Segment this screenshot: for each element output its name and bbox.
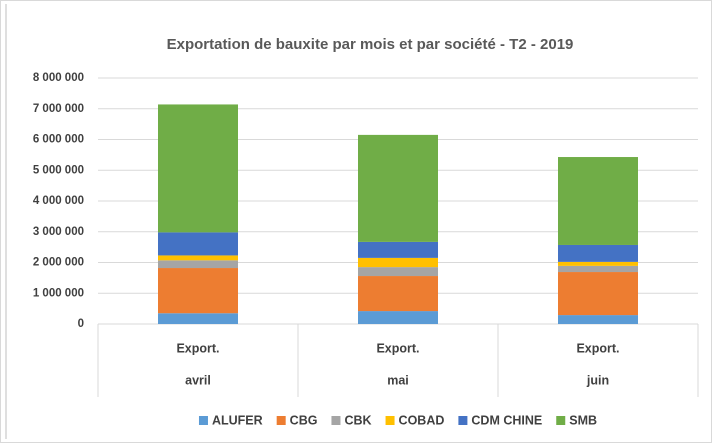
bar-segment — [558, 272, 638, 316]
bar-segment — [158, 104, 238, 233]
bar-segment — [358, 134, 438, 242]
legend-swatch — [385, 416, 395, 425]
x-tick-label: mai — [387, 373, 409, 387]
legend-label: SMB — [569, 413, 597, 427]
legend-label: COBAD — [399, 413, 445, 427]
bar-segment — [558, 157, 638, 245]
bar-segment — [358, 276, 438, 312]
bar-segment — [158, 313, 238, 324]
bar-segment — [358, 241, 438, 258]
x-tick-label: avril — [185, 373, 211, 387]
bar-segment — [158, 268, 238, 314]
legend-swatch — [458, 416, 468, 425]
y-tick-label: 4 000 000 — [33, 195, 84, 207]
bar-segment — [558, 244, 638, 262]
y-tick-label: 7 000 000 — [33, 103, 84, 115]
y-tick-label: 5 000 000 — [33, 164, 84, 176]
legend-swatch — [556, 416, 566, 425]
legend-label: CDM CHINE — [471, 413, 542, 427]
bar-segment — [358, 311, 438, 324]
bar-segment — [358, 257, 438, 268]
bar-segment — [158, 255, 238, 261]
legend-swatch — [276, 416, 286, 425]
bar-segment — [558, 261, 638, 266]
bar-segment — [558, 315, 638, 324]
y-tick-label: 3 000 000 — [33, 226, 84, 238]
y-tick-label: 1 000 000 — [33, 287, 84, 299]
legend-swatch — [198, 416, 208, 425]
y-tick-label: 0 — [78, 318, 84, 330]
x-tick-label: juin — [586, 373, 609, 387]
y-tick-label: 2 000 000 — [33, 257, 84, 269]
x-group-label: Export. — [176, 341, 219, 355]
legend-label: CBG — [290, 413, 318, 427]
y-tick-label: 8 000 000 — [33, 72, 84, 84]
x-group-label: Export. — [576, 341, 619, 355]
x-group-label: Export. — [376, 341, 419, 355]
bar-segment — [558, 265, 638, 273]
legend-swatch — [331, 416, 341, 425]
chart-title: Exportation de bauxite par mois et par s… — [167, 36, 574, 53]
bar-segment — [158, 232, 238, 256]
bar-segment — [358, 267, 438, 277]
legend-label: CBK — [344, 413, 371, 427]
y-tick-label: 6 000 000 — [33, 134, 84, 146]
bar-segment — [158, 260, 238, 269]
legend-label: ALUFER — [212, 413, 263, 427]
